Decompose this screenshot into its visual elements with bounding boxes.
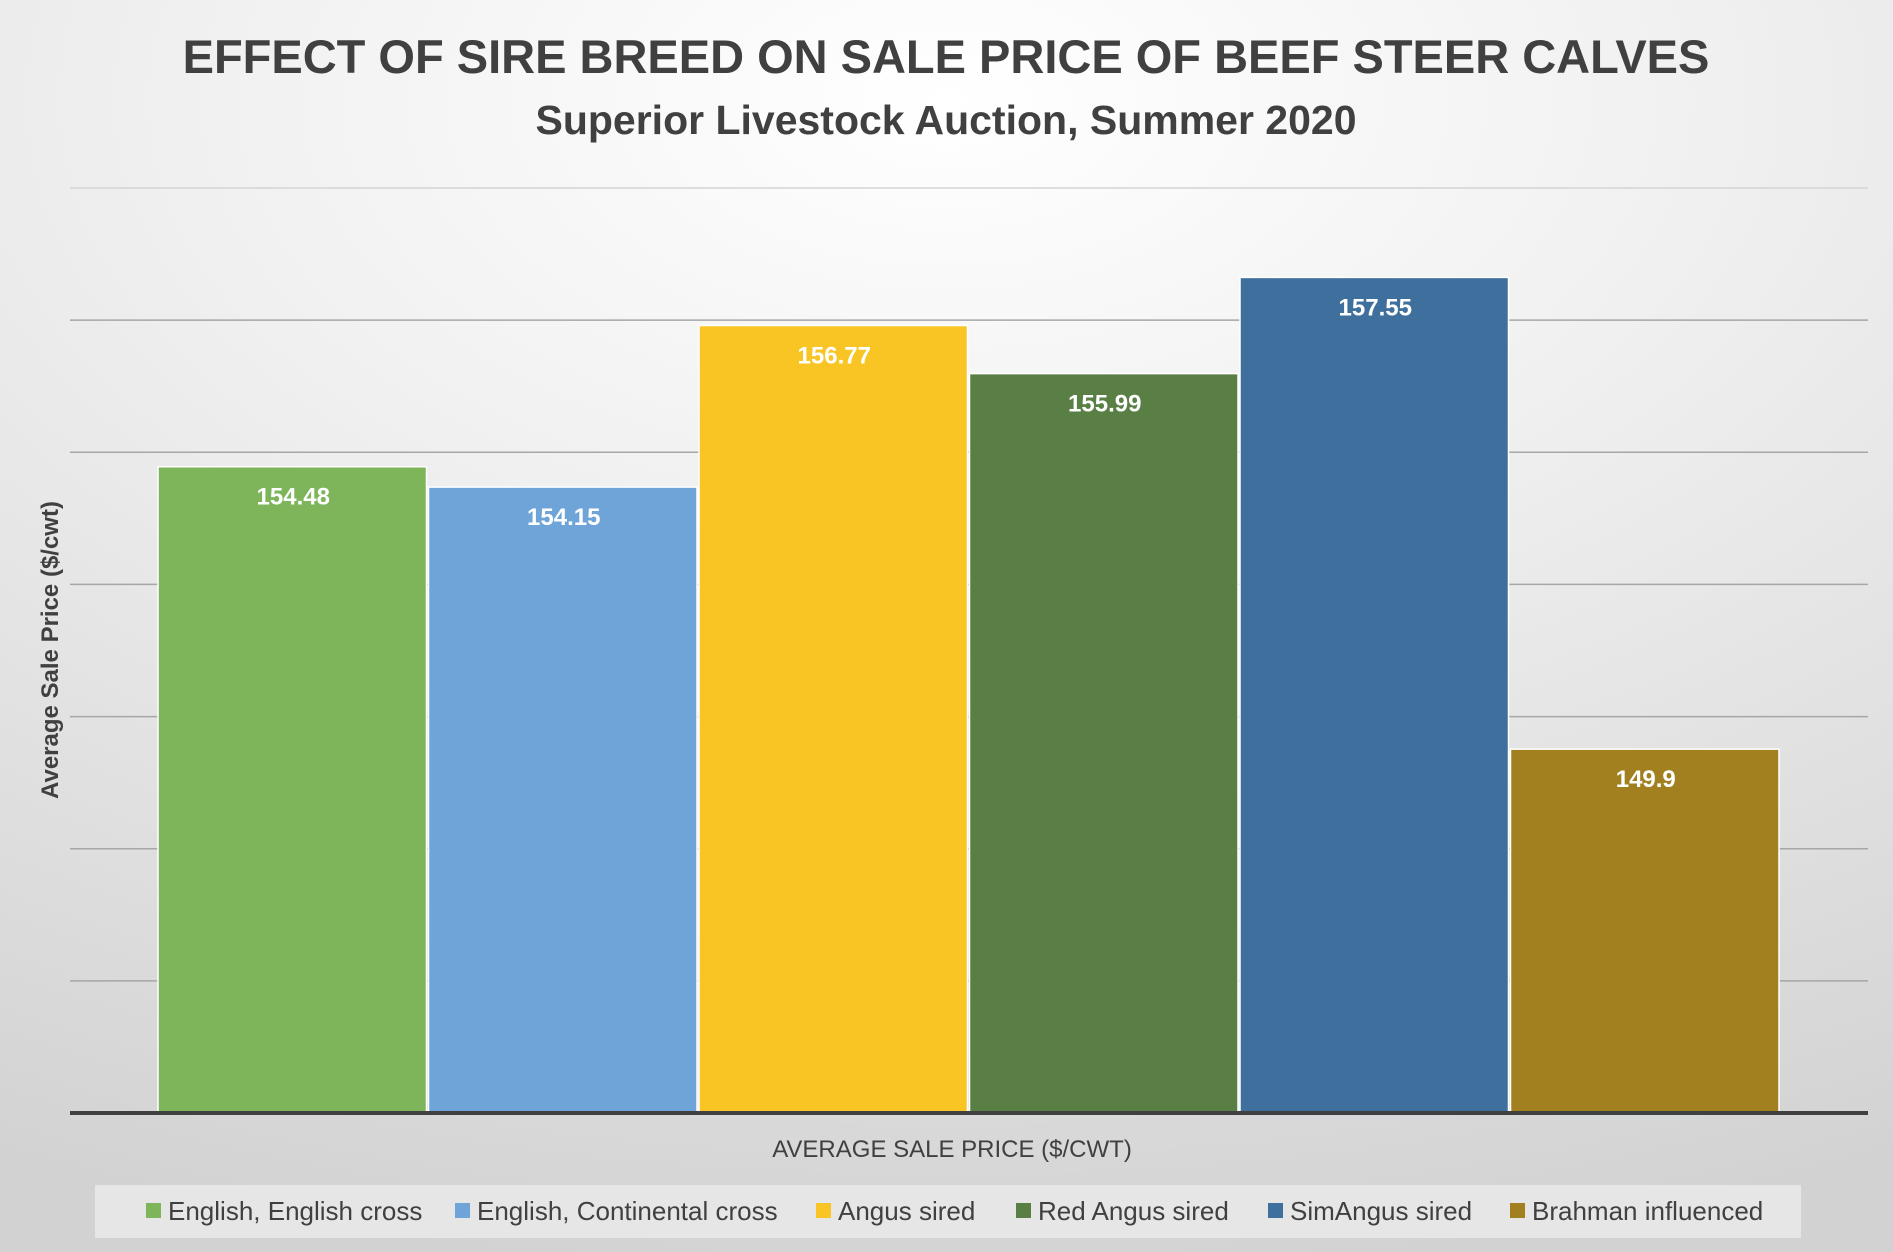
legend-swatch <box>455 1203 470 1218</box>
legend-swatch <box>816 1203 831 1218</box>
data-label: 157.55 <box>1339 294 1412 321</box>
legend-label: English, English cross <box>168 1196 422 1226</box>
legend-label: Angus sired <box>838 1196 975 1226</box>
data-label: 155.99 <box>1068 391 1141 418</box>
data-label: 154.48 <box>257 484 330 511</box>
chart-subtitle: Superior Livestock Auction, Summer 2020 <box>535 97 1356 143</box>
legend-label: SimAngus sired <box>1290 1196 1472 1226</box>
y-axis-label: Average Sale Price ($/cwt) <box>37 501 64 799</box>
data-labels: 154.48 154.15 156.77 155.99 157.55 149.9 <box>257 294 1676 793</box>
data-label: 149.9 <box>1616 766 1676 793</box>
legend-swatch <box>1016 1203 1031 1218</box>
chart-title: EFFECT OF SIRE BREED ON SALE PRICE OF BE… <box>183 30 1710 83</box>
legend-swatch <box>1510 1203 1525 1218</box>
x-axis-label: AVERAGE SALE PRICE ($/CWT) <box>772 1136 1132 1163</box>
bar <box>157 465 428 1114</box>
data-label: 154.15 <box>527 504 600 531</box>
legend-swatch <box>1268 1203 1283 1218</box>
legend-label: English, Continental cross <box>477 1196 778 1226</box>
bar <box>698 324 969 1114</box>
data-label: 156.77 <box>798 343 871 370</box>
legend-label: Red Angus sired <box>1038 1196 1229 1226</box>
bar <box>968 372 1239 1114</box>
bars <box>157 276 1780 1114</box>
legend: English, English cross English, Continent… <box>146 1196 1763 1226</box>
bar <box>1509 748 1780 1114</box>
legend-swatch <box>146 1203 161 1218</box>
bar <box>1239 276 1510 1114</box>
legend-label: Brahman influenced <box>1532 1196 1763 1226</box>
bar <box>427 486 698 1114</box>
